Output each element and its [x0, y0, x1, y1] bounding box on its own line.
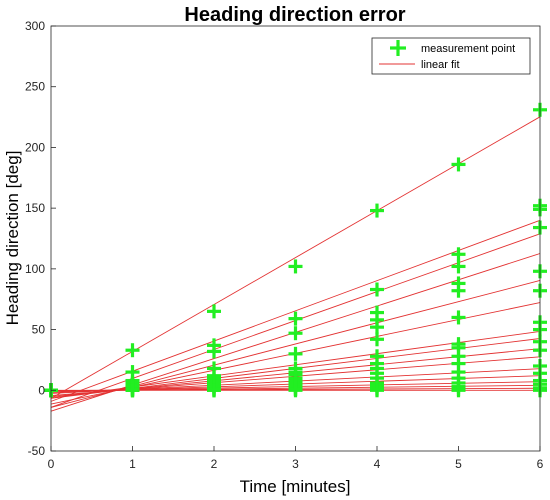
chart-title: Heading direction error: [184, 4, 405, 26]
x-tick-label: 6: [537, 457, 544, 471]
measurement-point: [288, 259, 303, 274]
y-tick-label: 50: [32, 323, 46, 337]
measurement-point: [370, 282, 384, 297]
legend-label-measurement: measurement point: [421, 43, 515, 55]
measurement-point: [207, 304, 221, 319]
y-tick-label: 150: [25, 201, 45, 215]
measurement-point: [451, 283, 466, 298]
y-tick-label: 100: [25, 262, 45, 276]
y-tick-label: -50: [28, 444, 46, 458]
y-tick-label: 0: [38, 383, 45, 397]
measurement-point: [288, 383, 303, 398]
legend: measurement point linear fit: [371, 37, 531, 75]
x-tick-label: 3: [292, 457, 299, 471]
legend-marker-measurement: [390, 40, 406, 56]
measurement-point: [207, 383, 221, 398]
measurement-point: [451, 310, 466, 325]
x-axis: 0 1 2 3 4 5 6: [48, 446, 544, 471]
x-tick-label: 1: [129, 457, 136, 471]
measurement-point: [370, 332, 384, 347]
measurement-point: [451, 247, 466, 262]
points-layer: [44, 102, 547, 398]
y-tick-label: 250: [25, 80, 45, 94]
y-tick-label: 200: [25, 140, 45, 154]
legend-label-fit: linear fit: [421, 59, 460, 71]
measurement-point: [288, 311, 303, 326]
measurement-point: [288, 326, 303, 341]
x-axis-label: Time [minutes]: [240, 477, 351, 496]
measurement-point: [370, 383, 384, 398]
y-tick-label: 300: [25, 19, 45, 33]
y-axis-label: Heading direction [deg]: [3, 151, 22, 326]
measurement-point: [370, 320, 384, 335]
x-tick-label: 2: [211, 457, 218, 471]
x-tick-label: 0: [48, 457, 55, 471]
measurement-point: [125, 383, 140, 398]
measurement-point: [451, 259, 466, 274]
measurement-point: [288, 346, 303, 361]
measurement-point: [451, 157, 466, 172]
measurement-point: [370, 203, 384, 218]
measurement-point: [125, 343, 140, 358]
y-axis: -50 0 50 100 150 200 250 300: [25, 19, 56, 458]
x-tick-label: 4: [374, 457, 381, 471]
measurement-point: [207, 344, 221, 359]
measurement-point: [451, 383, 466, 398]
x-tick-label: 5: [455, 457, 462, 471]
